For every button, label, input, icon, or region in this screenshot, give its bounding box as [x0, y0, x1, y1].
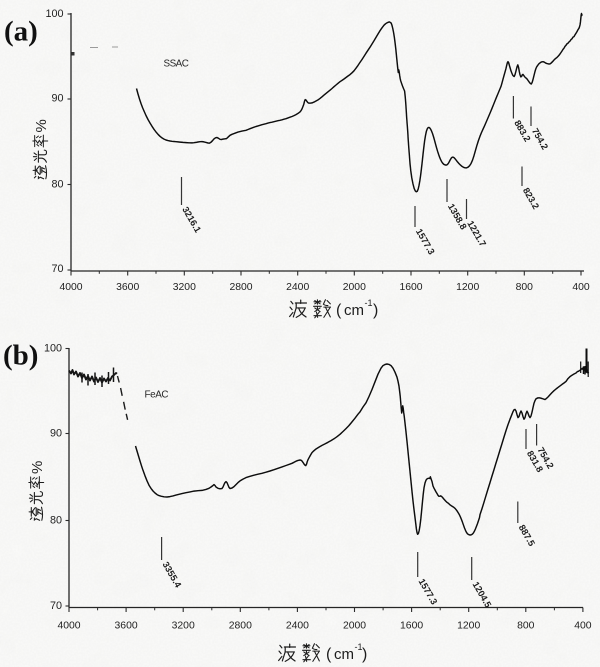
svg-text:2400: 2400: [286, 282, 309, 293]
svg-text:100: 100: [44, 343, 62, 355]
svg-text:1600: 1600: [400, 621, 423, 632]
svg-text:80: 80: [50, 515, 62, 527]
svg-text:80: 80: [51, 179, 63, 191]
svg-text:): ): [362, 646, 367, 663]
svg-text:70: 70: [51, 263, 63, 275]
svg-text:90: 90: [50, 428, 62, 440]
svg-text:2400: 2400: [286, 621, 309, 632]
svg-text:4000: 4000: [57, 621, 80, 632]
svg-text:(: (: [326, 646, 332, 663]
svg-text:2800: 2800: [229, 282, 252, 293]
svg-text:cm: cm: [334, 646, 354, 663]
svg-text:400: 400: [574, 621, 592, 632]
svg-text:cm: cm: [344, 302, 364, 319]
svg-text:-1: -1: [355, 642, 363, 652]
svg-text:1200: 1200: [457, 621, 480, 632]
svg-text:%: %: [29, 461, 46, 474]
svg-text:3200: 3200: [172, 621, 195, 632]
svg-text:3200: 3200: [173, 282, 196, 293]
svg-text:(b): (b): [3, 340, 38, 372]
svg-text:4000: 4000: [59, 282, 82, 293]
svg-text:90: 90: [51, 93, 63, 105]
svg-text:3600: 3600: [116, 282, 139, 293]
svg-text:(: (: [336, 302, 342, 319]
svg-text:%: %: [33, 119, 50, 132]
svg-text:1200: 1200: [456, 282, 479, 293]
svg-text:800: 800: [516, 282, 534, 293]
svg-text:2000: 2000: [343, 282, 366, 293]
svg-text:100: 100: [45, 8, 63, 20]
svg-text:1600: 1600: [399, 282, 422, 293]
svg-text:-1: -1: [365, 298, 373, 308]
svg-text:(a): (a): [4, 16, 38, 48]
svg-text:2800: 2800: [229, 621, 252, 632]
svg-text:): ): [373, 302, 378, 319]
svg-text:SSAC: SSAC: [164, 59, 189, 70]
svg-text:800: 800: [517, 621, 535, 632]
svg-text:FeAC: FeAC: [145, 390, 169, 401]
svg-text:2000: 2000: [343, 621, 366, 632]
svg-text:400: 400: [572, 282, 590, 293]
svg-text:3600: 3600: [115, 621, 138, 632]
svg-text:70: 70: [50, 600, 62, 612]
